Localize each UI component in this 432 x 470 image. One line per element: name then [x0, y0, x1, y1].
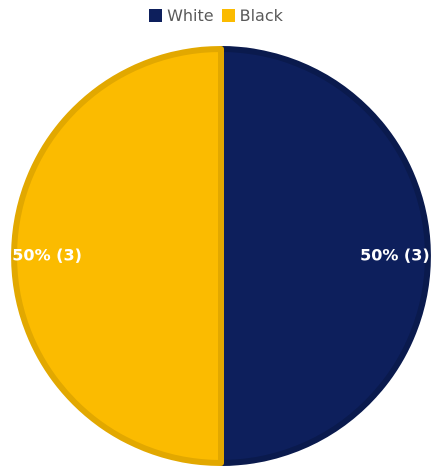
pie-slice-white: [218, 46, 431, 466]
legend-label-black: Black: [239, 6, 283, 25]
legend-item-white: White: [149, 6, 214, 25]
data-label-white: 50% (3): [360, 246, 430, 265]
legend-item-black: Black: [221, 6, 283, 25]
legend: White Black: [0, 6, 432, 25]
pie-slice-black: [11, 46, 224, 466]
legend-swatch-white: [149, 9, 163, 22]
data-label-black: 50% (3): [12, 246, 82, 265]
legend-swatch-black: [221, 9, 235, 22]
legend-label-white: White: [167, 6, 214, 25]
